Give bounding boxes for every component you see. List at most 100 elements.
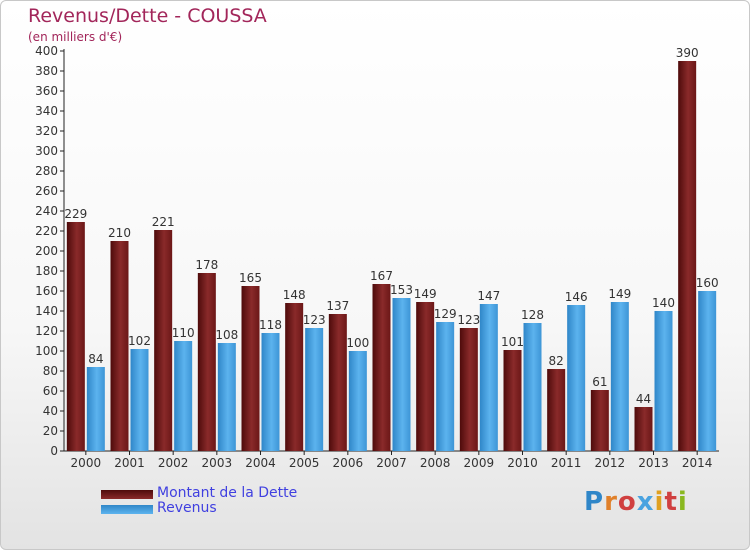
x-tick-label: 2013 (638, 456, 669, 470)
data-label-dette-2012: 61 (592, 375, 607, 389)
legend-swatch-revenus (101, 505, 153, 514)
y-tick-label: 200 (35, 244, 58, 258)
x-tick-label: 2001 (114, 456, 145, 470)
y-tick-label: 20 (43, 424, 58, 438)
data-label-dette-2003: 178 (195, 258, 218, 272)
legend-swatch-dette (101, 490, 153, 499)
proxiti-logo: Proxiti (584, 487, 688, 517)
y-tick-label: 120 (35, 324, 58, 338)
x-tick-label: 2011 (551, 456, 582, 470)
data-label-dette-2002: 221 (152, 215, 175, 229)
bar-chart: 0 20 40 60 80 100 120 140 160 180 200 220 240 260 280 3… (35, 44, 719, 470)
data-label-revenus-2013: 140 (652, 296, 675, 310)
bar-dette-2007 (372, 284, 391, 451)
data-label-revenus-2000: 84 (88, 352, 103, 366)
y-tick-label: 320 (35, 124, 58, 138)
data-label-dette-2013: 44 (636, 392, 651, 406)
x-tick-label: 2002 (158, 456, 189, 470)
data-label-revenus-2006: 100 (346, 336, 369, 350)
y-tick-label: 60 (43, 384, 58, 398)
bar-revenus-2002 (174, 341, 193, 451)
x-tick-label: 2012 (595, 456, 626, 470)
bar-dette-2005 (285, 303, 304, 451)
bar-revenus-2007 (392, 298, 411, 451)
data-labels: 2298421010222111017810816511814812313710… (64, 46, 718, 406)
y-tick-label: 0 (50, 444, 58, 458)
y-tick-label: 260 (35, 184, 58, 198)
y-tick-label: 140 (35, 304, 58, 318)
y-tick-label: 180 (35, 264, 58, 278)
bar-dette-2000 (66, 222, 85, 451)
bar-revenus-2013 (654, 311, 673, 451)
bar-dette-2006 (328, 314, 347, 451)
bar-dette-2013 (634, 407, 653, 451)
bar-dette-2008 (416, 302, 435, 451)
data-label-revenus-2003: 108 (215, 328, 238, 342)
bar-dette-2001 (110, 241, 129, 451)
x-tick-label: 2009 (464, 456, 495, 470)
bar-dette-2002 (154, 230, 173, 451)
data-label-dette-2008: 149 (414, 287, 437, 301)
data-label-revenus-2005: 123 (303, 313, 326, 327)
bar-dette-2011 (547, 369, 566, 451)
bar-revenus-2000 (86, 367, 105, 451)
y-tick-label: 220 (35, 224, 58, 238)
bar-dette-2014 (678, 61, 697, 451)
data-label-dette-2005: 148 (283, 288, 306, 302)
x-tick-label: 2014 (682, 456, 713, 470)
x-tick-label: 2006 (333, 456, 364, 470)
legend-label-dette: Montant de la Dette (157, 485, 298, 501)
chart-subtitle: (en milliers d'€) (28, 30, 123, 44)
data-label-dette-2010: 101 (501, 335, 524, 349)
y-tick-label: 280 (35, 164, 58, 178)
y-tick-label: 80 (43, 364, 58, 378)
x-tick-label: 2010 (507, 456, 538, 470)
bars (66, 61, 717, 451)
x-tick-label: 2000 (71, 456, 102, 470)
data-label-revenus-2002: 110 (172, 326, 195, 340)
data-label-dette-2009: 123 (457, 313, 480, 327)
data-label-dette-2004: 165 (239, 271, 262, 285)
bar-revenus-2006 (348, 351, 367, 451)
data-label-revenus-2012: 149 (608, 287, 631, 301)
data-label-revenus-2014: 160 (696, 276, 719, 290)
bar-revenus-2001 (130, 349, 149, 451)
x-tick-label: 2007 (376, 456, 407, 470)
data-label-dette-2001: 210 (108, 226, 131, 240)
y-tick-label: 100 (35, 344, 58, 358)
bar-revenus-2004 (261, 333, 280, 451)
y-tick-label: 40 (43, 404, 58, 418)
bar-revenus-2014 (698, 291, 717, 451)
y-tick-label: 360 (35, 84, 58, 98)
data-label-revenus-2009: 147 (477, 289, 500, 303)
bar-dette-2010 (503, 350, 522, 451)
y-tick-label: 240 (35, 204, 58, 218)
bar-revenus-2010 (523, 323, 542, 451)
bar-dette-2004 (241, 286, 260, 451)
bar-revenus-2012 (610, 302, 629, 451)
y-tick-label: 160 (35, 284, 58, 298)
y-tick-label: 300 (35, 144, 58, 158)
data-label-dette-2014: 390 (676, 46, 699, 60)
data-label-revenus-2001: 102 (128, 334, 151, 348)
data-label-revenus-2010: 128 (521, 308, 544, 322)
data-label-revenus-2011: 146 (565, 290, 588, 304)
y-tick-label: 380 (35, 64, 58, 78)
bar-revenus-2003 (217, 343, 236, 451)
data-label-dette-2011: 82 (549, 354, 564, 368)
data-label-dette-2006: 137 (326, 299, 349, 313)
axes: 0 20 40 60 80 100 120 140 160 180 200 220 240 260 280 3… (35, 44, 719, 470)
x-tick-label: 2003 (202, 456, 233, 470)
bar-dette-2009 (459, 328, 478, 451)
data-label-dette-2007: 167 (370, 269, 393, 283)
data-label-dette-2000: 229 (64, 207, 87, 221)
chart-title: Revenus/Dette - COUSSA (28, 5, 267, 27)
bar-dette-2012 (590, 390, 609, 451)
x-tick-label: 2005 (289, 456, 320, 470)
x-tick-label: 2008 (420, 456, 451, 470)
data-label-revenus-2008: 129 (434, 307, 457, 321)
y-tick-label: 340 (35, 104, 58, 118)
bar-revenus-2005 (305, 328, 324, 451)
legend-label-revenus: Revenus (157, 500, 217, 516)
